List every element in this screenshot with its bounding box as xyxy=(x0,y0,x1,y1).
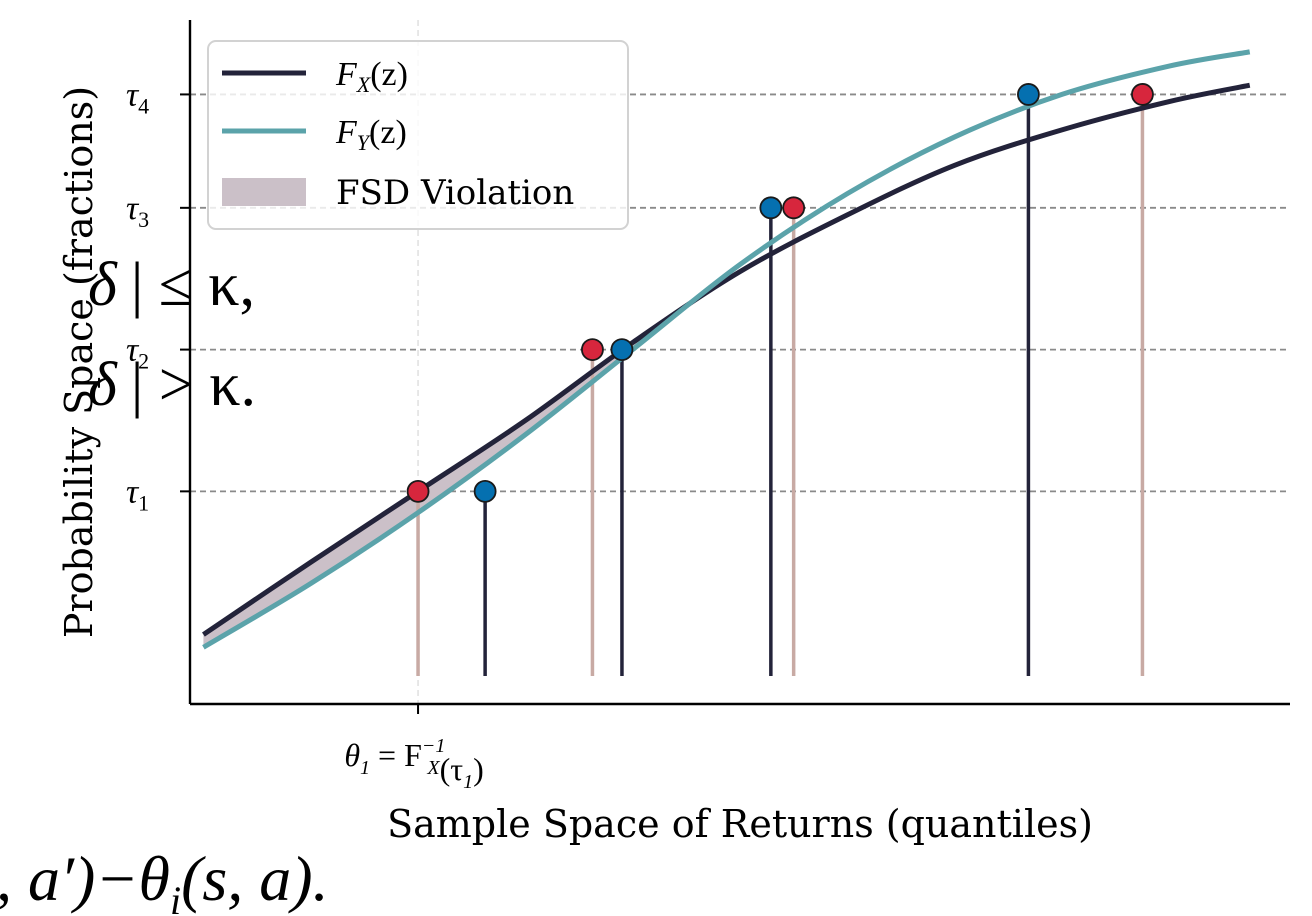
y-ticks: τ1 τ2 τ3 τ4 xyxy=(126,76,190,515)
point-x-2 xyxy=(581,338,604,361)
x-tick-label-1: θ1 = F−1 X(τ1) xyxy=(344,735,483,793)
series-line-fy xyxy=(202,49,1251,650)
legend-label-fx: FX(z) xyxy=(335,56,408,97)
y-axis-label: Probability Space (fractions) xyxy=(57,86,101,638)
y-tick-label-2: τ2 xyxy=(126,332,149,374)
legend-label-fsd: FSD Violation xyxy=(336,173,574,213)
overlay-bottom: , a′)−θi(s, a). xyxy=(0,843,329,916)
legend-label-fy: FY(z) xyxy=(335,114,407,155)
point-x-1 xyxy=(406,479,430,503)
y-tick-label-3: τ3 xyxy=(126,190,149,232)
series-line-fx xyxy=(202,82,1251,637)
point-y-3 xyxy=(759,196,783,220)
point-x-3 xyxy=(782,196,806,220)
y-tick-label-1: τ1 xyxy=(126,473,149,515)
point-x-4 xyxy=(1131,83,1154,106)
x-tick: θ1 = F−1 X(τ1) xyxy=(344,704,484,793)
point-y-2 xyxy=(610,338,634,361)
x-axis-label: Sample Space of Returns (quantiles) xyxy=(387,802,1093,846)
point-y-1 xyxy=(473,479,497,503)
quantile-points xyxy=(406,83,1154,503)
overlay-line-1: δ | ≤ κ, xyxy=(88,251,255,319)
legend: FX(z) FY(z) FSD Violation xyxy=(207,40,629,230)
overlay-math: δ | ≤ κ, δ | > κ. , a′)−θi(s, a). xyxy=(0,251,329,916)
point-y-4 xyxy=(1017,83,1040,106)
y-tick-label-4: τ4 xyxy=(126,76,149,118)
legend-swatch-fsd xyxy=(222,178,306,206)
overlay-line-2: δ | > κ. xyxy=(88,351,256,419)
stems xyxy=(416,94,1145,676)
legend-frame xyxy=(207,40,629,230)
